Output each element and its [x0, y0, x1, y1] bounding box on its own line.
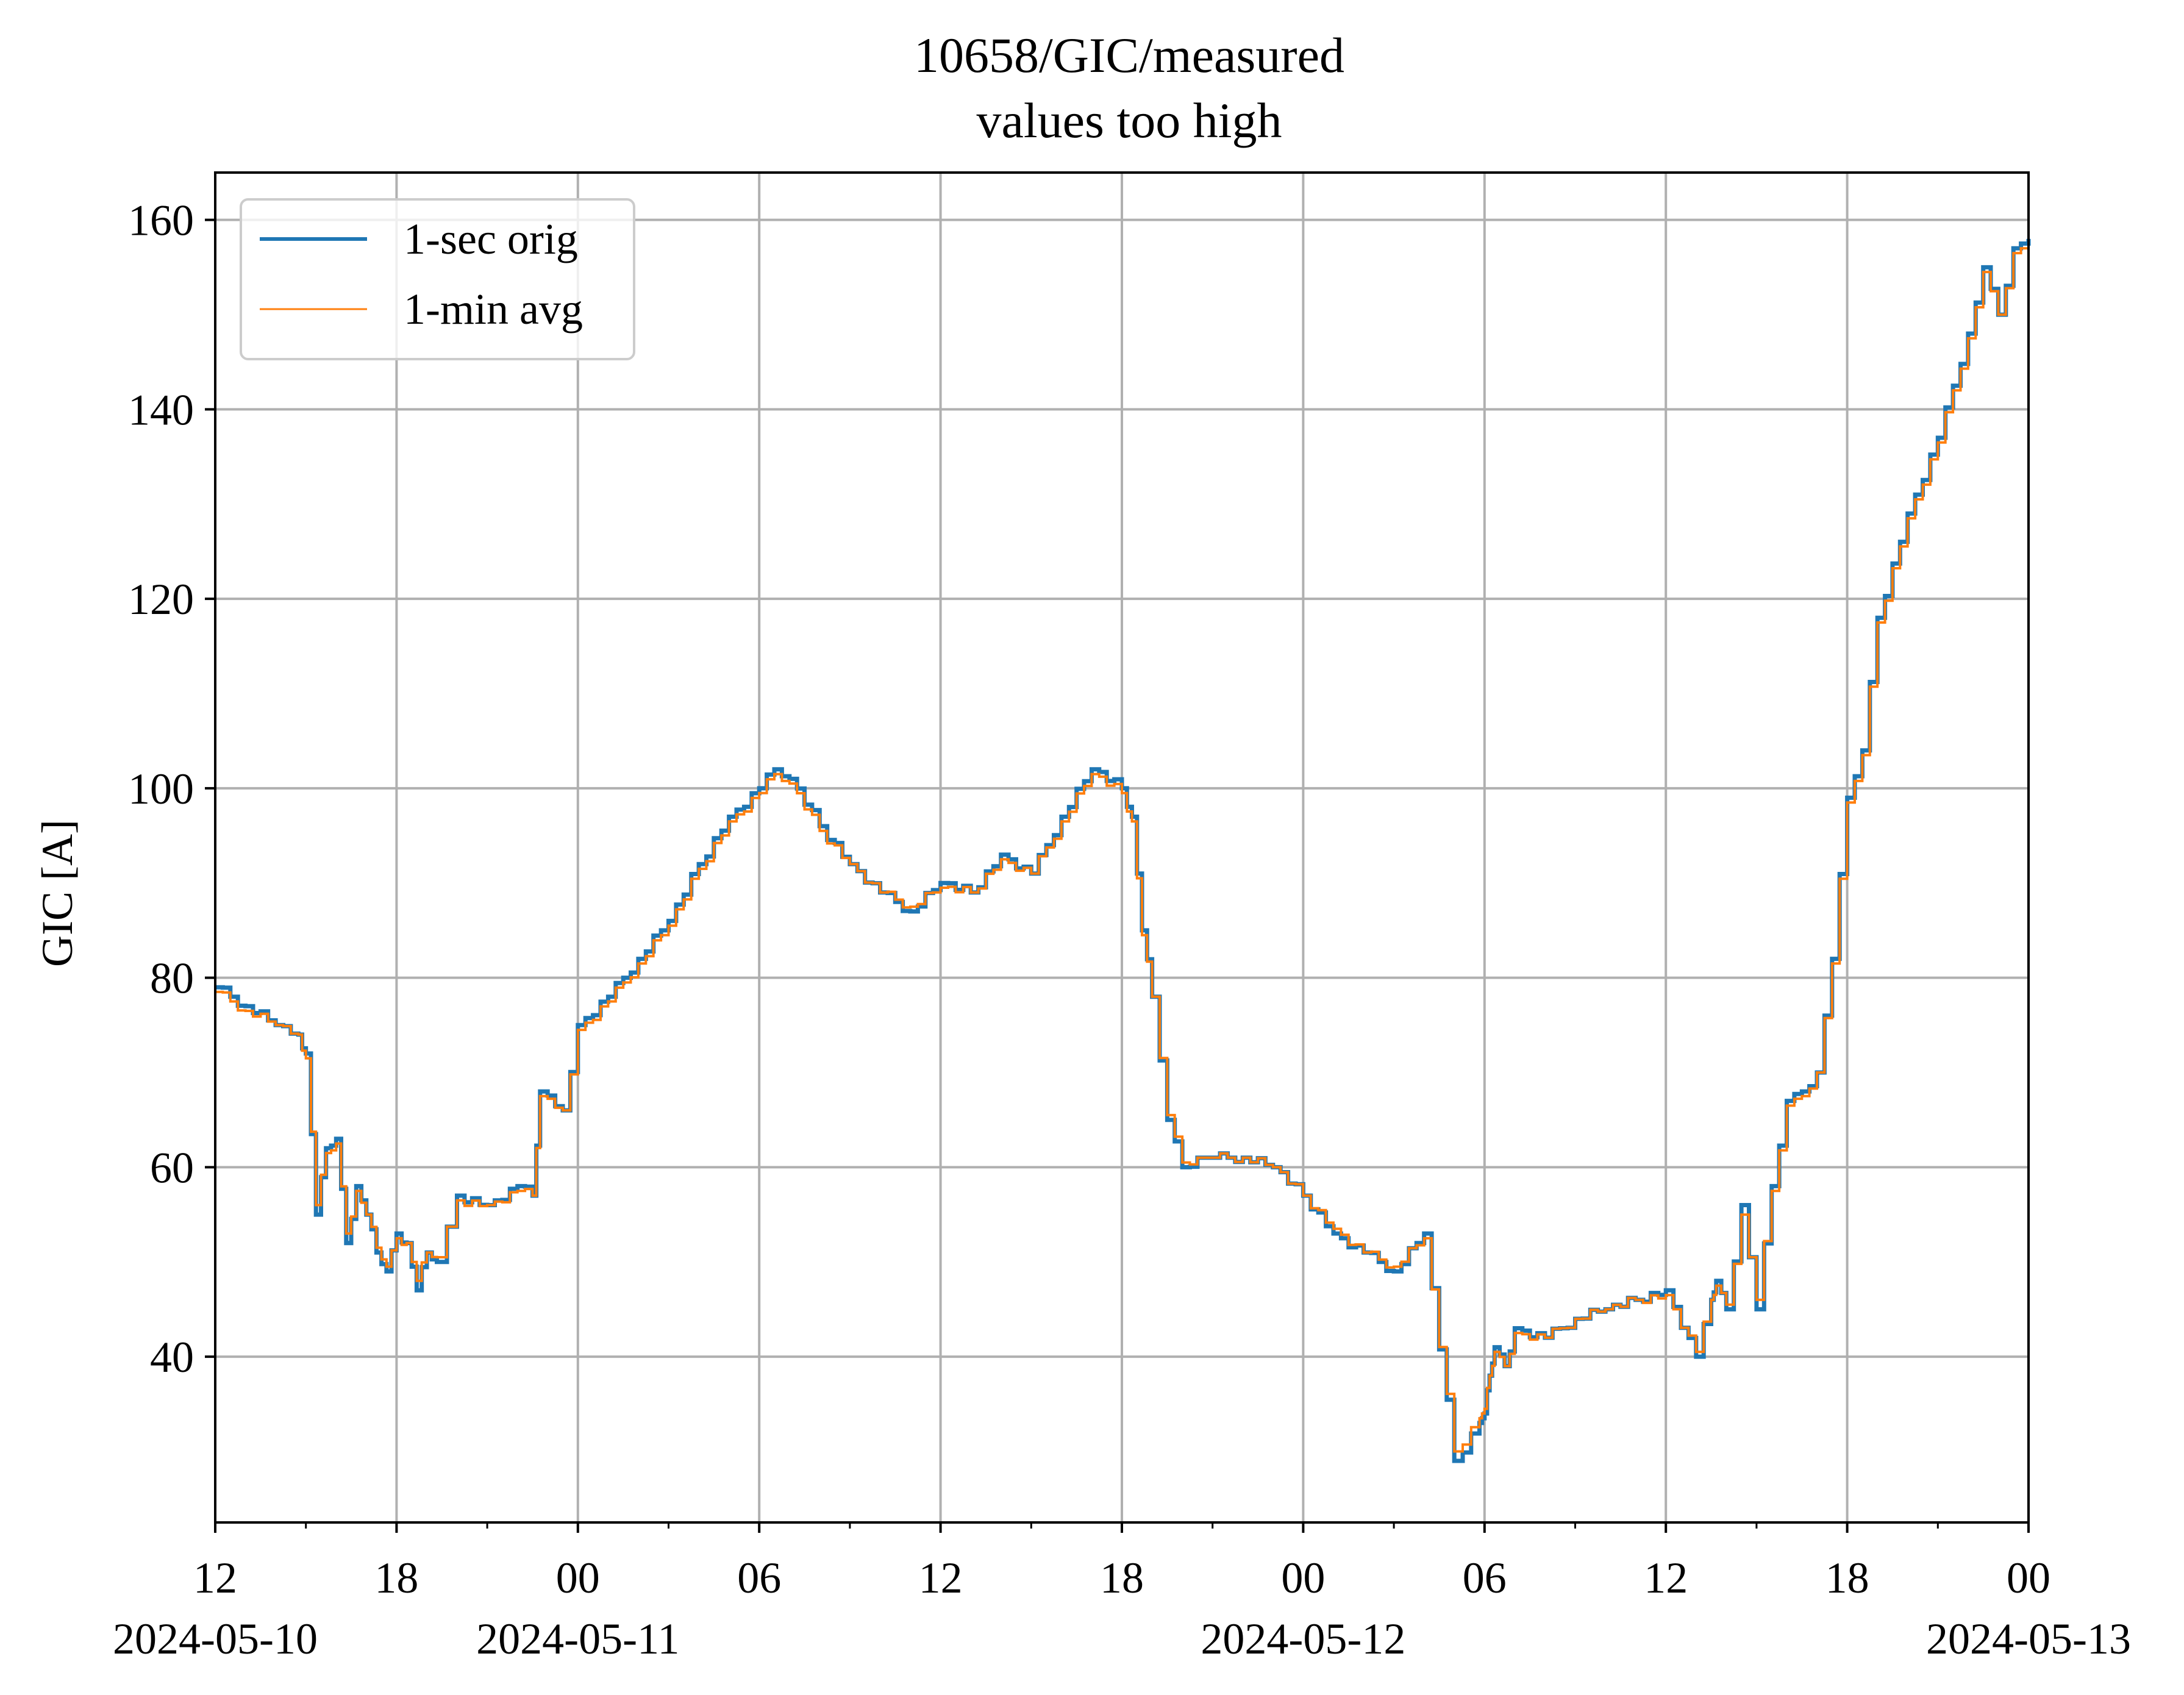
x-tick-label: 12: [1644, 1554, 1688, 1602]
x-tick-label: 06: [737, 1554, 781, 1602]
x-tick-label: 18: [1825, 1554, 1869, 1602]
x-tick-label: 00: [1281, 1554, 1325, 1602]
y-tick-label: 60: [150, 1143, 194, 1192]
x-date-label: 2024-05-10: [113, 1615, 318, 1663]
y-tick-label: 80: [150, 954, 194, 1003]
x-tick-label: 00: [556, 1554, 600, 1602]
y-tick-label: 120: [128, 575, 194, 624]
legend: 1-sec orig 1-min avg: [240, 198, 635, 360]
x-tick-label: 12: [193, 1554, 237, 1602]
x-tick-label: 12: [919, 1554, 963, 1602]
x-tick-label: 00: [2007, 1554, 2050, 1602]
chart-subtitle: values too high: [976, 93, 1282, 148]
y-tick-label: 40: [150, 1333, 194, 1382]
chart-title: 10658/GIC/measured: [914, 27, 1344, 83]
x-date-label: 2024-05-11: [476, 1615, 679, 1663]
series-line-1-sec-orig: [215, 238, 2031, 1463]
x-tick-label: 18: [1100, 1554, 1144, 1602]
y-axis-label: GIC [A]: [33, 819, 82, 967]
series-line-1-min-avg: [215, 243, 2030, 1453]
x-date-label: 2024-05-12: [1201, 1615, 1405, 1663]
series-lines: [215, 238, 2031, 1463]
legend-label-1-sec-orig: 1-sec orig: [404, 215, 578, 263]
x-tick-label: 06: [1463, 1554, 1507, 1602]
legend-label-1-min-avg: 1-min avg: [404, 285, 583, 334]
y-tick-label: 100: [128, 765, 194, 813]
y-tick-label: 160: [128, 196, 194, 245]
x-tick-label: 18: [374, 1554, 418, 1602]
y-tick-label: 140: [128, 385, 194, 434]
x-date-label: 2024-05-13: [1926, 1615, 2131, 1663]
axes: 12 2024-05-10 18 00 2024-05-11 06 12 18 00 2024-0…: [113, 171, 2131, 1663]
plot-frame: [214, 171, 2030, 1524]
